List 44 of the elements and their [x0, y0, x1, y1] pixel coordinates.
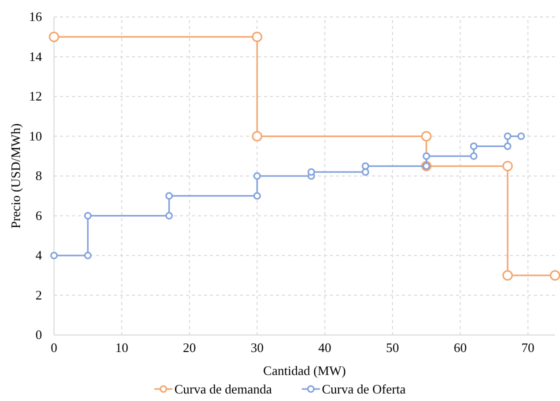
- x-tick-label: 10: [115, 340, 128, 356]
- y-tick-label: 12: [29, 88, 42, 104]
- point: [470, 142, 478, 150]
- y-tick-label: 8: [36, 168, 42, 184]
- point: [48, 32, 60, 42]
- y-tick-label: 2: [36, 287, 42, 302]
- point: [308, 168, 316, 176]
- point: [50, 252, 58, 260]
- point: [502, 270, 513, 281]
- point: [84, 252, 92, 260]
- point: [502, 160, 513, 172]
- point: [253, 192, 261, 200]
- point: [504, 132, 512, 140]
- point: [165, 212, 173, 220]
- y-tick-label: 10: [29, 128, 42, 144]
- point: [252, 131, 262, 142]
- y-tick-label: 6: [36, 208, 42, 223]
- point: [165, 192, 173, 200]
- legend-label: Curva de Oferta: [322, 382, 406, 397]
- point: [470, 152, 478, 160]
- point: [422, 152, 430, 160]
- point: [362, 168, 370, 176]
- x-axis-title: Cantidad (MW): [263, 363, 346, 378]
- point: [550, 270, 560, 281]
- x-tick-label: 70: [521, 340, 534, 356]
- point: [421, 131, 432, 142]
- legend-label: Curva de demanda: [174, 382, 272, 397]
- point: [517, 132, 525, 140]
- point: [253, 172, 261, 180]
- point: [504, 142, 512, 150]
- x-tick-label: 0: [50, 340, 58, 356]
- point: [252, 32, 262, 42]
- y-tick-label: 4: [36, 248, 42, 263]
- x-tick-label: 40: [318, 340, 332, 356]
- y-tick-label: 16: [29, 9, 42, 24]
- x-tick-label: 20: [182, 340, 196, 356]
- y-tick-label: 14: [29, 48, 42, 64]
- point: [84, 212, 92, 220]
- point: [362, 162, 370, 170]
- x-tick-label: 30: [250, 340, 264, 356]
- x-tick-label: 60: [454, 340, 467, 356]
- y-axis-title: Precio (USD/MWh): [8, 123, 23, 229]
- y-tick-label: 0: [36, 327, 42, 342]
- x-tick-label: 50: [386, 340, 400, 356]
